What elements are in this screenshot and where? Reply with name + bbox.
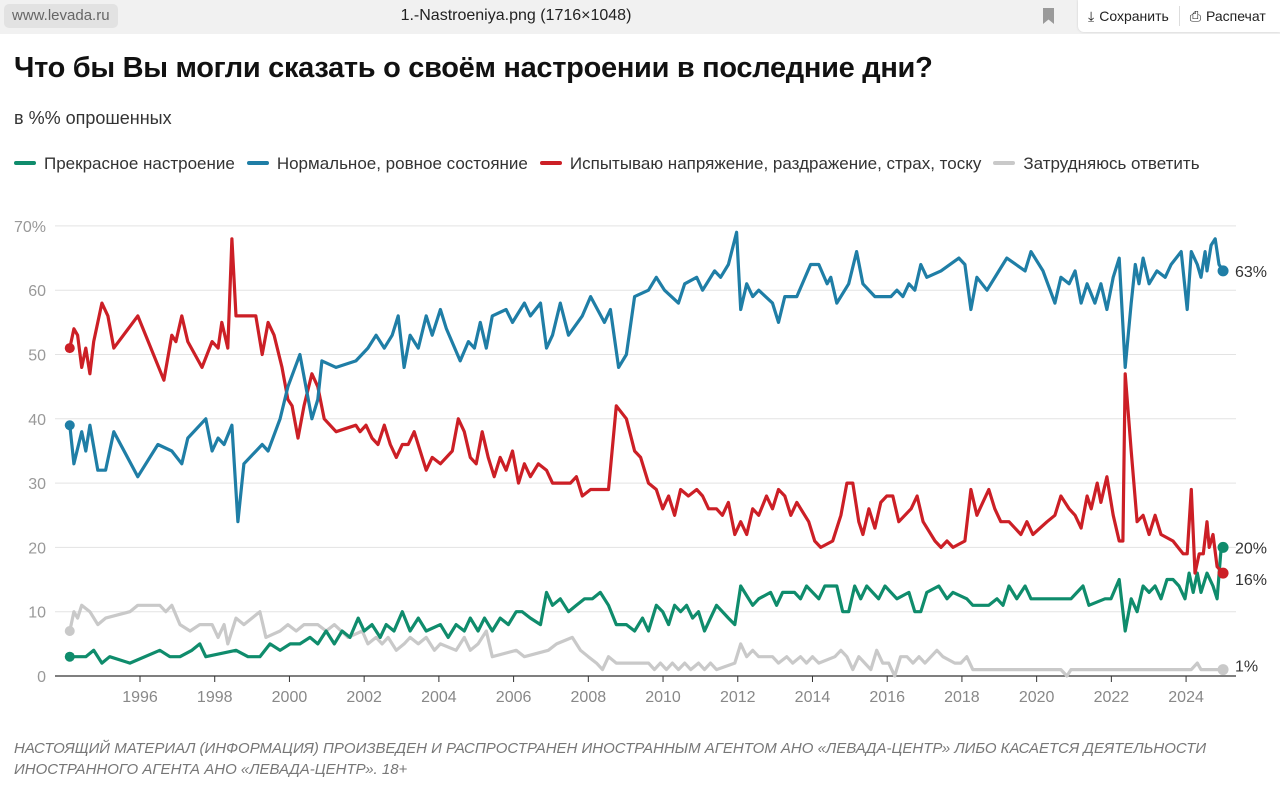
legend-swatch [993,161,1016,166]
y-tick-label: 40 [28,412,46,429]
foreign-agent-disclaimer: НАСТОЯЩИЙ МАТЕРИАЛ (ИНФОРМАЦИЯ) ПРОИЗВЕД… [14,740,1207,778]
x-tick-label: 2010 [645,689,681,706]
x-tick-label: 2004 [421,689,457,706]
end-value-label: 16% [1235,572,1267,589]
x-tick-label: 2018 [944,689,980,706]
site-address[interactable]: www.levada.ru [4,4,118,28]
y-tick-label: 50 [28,348,46,365]
x-tick-label: 2006 [496,689,532,706]
legend-label: Испытываю напряжение, раздражение, страх… [569,154,982,173]
toolbar-actions: ⤓ Сохранить ⎙ Распечат [1078,0,1280,32]
x-tick-label: 2000 [272,689,308,706]
legend-swatch [539,161,562,166]
chart-subtitle: в %% опрошенных [14,108,172,128]
series-end-point [1217,541,1229,553]
save-button[interactable]: ⤓ Сохранить [1078,0,1179,32]
file-title: 1.-Nastroeniya.png (1716×1048) [400,7,632,24]
series-start-point [64,625,75,636]
end-value-label: 20% [1235,540,1267,557]
series-line-3 [68,603,1224,678]
y-tick-label: 60 [28,283,46,300]
chart-title: Что бы Вы могли сказать о своём настроен… [14,52,933,84]
series-end-point [1217,567,1229,579]
x-tick-label: 2012 [720,689,756,706]
x-tick-label: 1996 [122,689,158,706]
legend: Прекрасное настроение Нормальное, ровное … [14,150,1234,178]
x-tick-label: 2022 [1094,689,1130,706]
legend-item: Затрудняюсь ответить [993,150,1200,178]
end-value-label: 63% [1235,264,1267,281]
printer-icon: ⎙ [1189,7,1201,24]
legend-item: Нормальное, ровное состояние [246,150,528,178]
y-tick-label: 20 [28,540,46,557]
series-line-1 [68,230,1225,524]
legend-label: Прекрасное настроение [44,154,235,173]
series-end-point [1217,265,1229,277]
series-line-0 [69,545,1224,665]
x-tick-label: 2016 [869,689,905,706]
y-tick-label: 10 [28,605,46,622]
series-start-point [64,651,75,662]
bookmark-icon[interactable] [1043,8,1054,24]
legend-swatch [246,161,269,166]
print-label: Распечат [1205,8,1266,24]
x-tick-label: 2020 [1019,689,1055,706]
series-end-point [1217,664,1229,676]
save-label: Сохранить [1099,8,1169,24]
legend-swatch [14,161,36,166]
download-icon: ⤓ [1088,7,1095,24]
series-start-point [64,343,75,354]
series-start-point [64,420,75,431]
y-tick-label: 70% [14,219,46,236]
print-button[interactable]: ⎙ Распечат [1180,0,1276,32]
legend-label: Затрудняюсь ответить [1023,154,1200,173]
x-tick-label: 2014 [795,689,831,706]
x-tick-label: 2024 [1168,689,1204,706]
end-value-label: 1% [1235,659,1258,676]
y-tick-label: 30 [28,476,46,493]
browser-toolbar: www.levada.ru 1.-Nastroeniya.png (1716×1… [0,0,1280,34]
divider [1178,6,1180,26]
legend-label: Нормальное, ровное состояние [276,154,528,173]
legend-item: Прекрасное настроение [14,150,235,178]
x-tick-label: 2008 [571,689,607,706]
x-tick-label: 2002 [346,689,382,706]
y-tick-label: 0 [37,669,46,686]
legend-item: Испытываю напряжение, раздражение, страх… [539,150,982,178]
x-tick-label: 1998 [197,689,233,706]
